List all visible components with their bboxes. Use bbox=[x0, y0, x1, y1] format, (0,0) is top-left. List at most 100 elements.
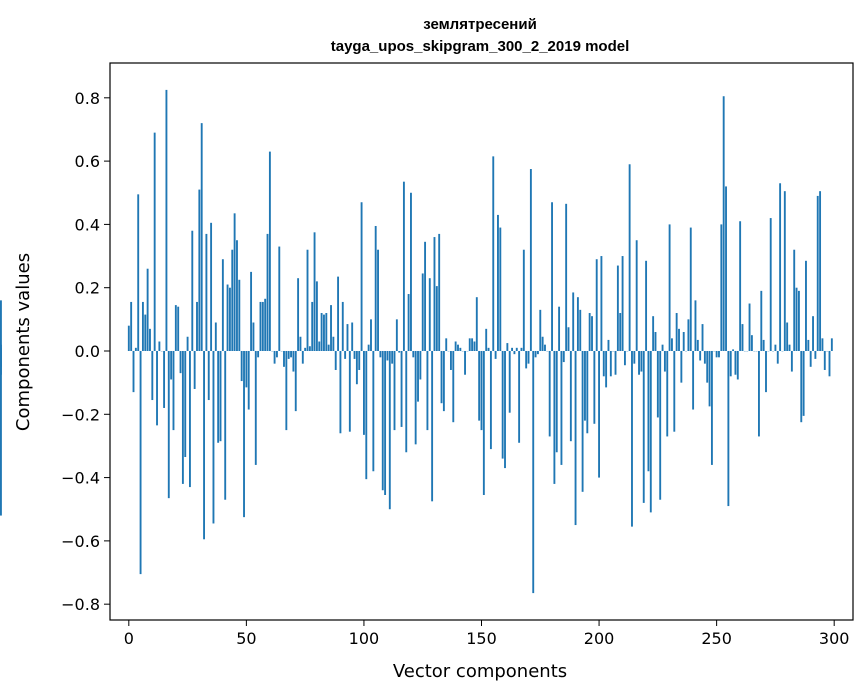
bar-19 bbox=[172, 350, 175, 431]
bar-251 bbox=[718, 350, 720, 358]
bar-293 bbox=[816, 195, 819, 351]
bar-11 bbox=[153, 132, 156, 351]
bar-285 bbox=[797, 290, 800, 351]
bar-17 bbox=[167, 350, 170, 499]
bar-58 bbox=[264, 298, 267, 351]
bar-102 bbox=[367, 344, 370, 351]
bar-187 bbox=[567, 327, 570, 351]
bar-29 bbox=[196, 301, 198, 351]
bar-257 bbox=[732, 349, 735, 351]
bar-287 bbox=[802, 350, 805, 416]
bar-199 bbox=[595, 259, 598, 351]
bar-213 bbox=[628, 164, 631, 351]
bar-20 bbox=[174, 305, 177, 351]
bar-112 bbox=[391, 350, 394, 364]
chart-subtitle: tayga_upos_skipgram_300_2_2019 model bbox=[331, 38, 630, 55]
bar-28 bbox=[193, 350, 196, 389]
bar-283 bbox=[793, 249, 796, 351]
bar-51 bbox=[247, 350, 250, 410]
bar-258 bbox=[734, 350, 737, 375]
bar-183 bbox=[558, 306, 561, 351]
bar-147 bbox=[473, 341, 476, 351]
bar-84 bbox=[325, 313, 328, 351]
bar-167 bbox=[520, 347, 523, 351]
bar-107 bbox=[379, 350, 382, 358]
bar-40 bbox=[221, 259, 224, 351]
bar-244 bbox=[701, 324, 704, 351]
bar-undefined bbox=[0, 300, 2, 351]
bar-114 bbox=[395, 319, 398, 351]
bar-36 bbox=[212, 350, 215, 524]
bar-1 bbox=[130, 301, 133, 351]
bar-117 bbox=[402, 181, 405, 351]
bar-180 bbox=[551, 202, 553, 351]
bar-101 bbox=[365, 350, 368, 480]
bar-35 bbox=[210, 222, 213, 351]
bar-248 bbox=[710, 350, 713, 465]
bar-139 bbox=[454, 341, 457, 351]
bar-18 bbox=[170, 350, 173, 380]
bar-57 bbox=[261, 301, 264, 351]
bar-174 bbox=[536, 350, 539, 355]
bar-155 bbox=[492, 156, 495, 351]
bar-23 bbox=[181, 350, 184, 484]
bar-260 bbox=[739, 221, 742, 351]
bar-218 bbox=[640, 350, 643, 372]
bar-191 bbox=[576, 297, 579, 351]
bar-129 bbox=[431, 350, 434, 502]
bar-121 bbox=[412, 350, 415, 358]
bar-171 bbox=[529, 169, 532, 351]
bar-120 bbox=[410, 192, 412, 351]
bar-164 bbox=[513, 350, 516, 355]
x-tick-label: 250 bbox=[701, 629, 732, 648]
bar-148 bbox=[475, 297, 478, 351]
bar-85 bbox=[327, 344, 330, 351]
bar-165 bbox=[515, 347, 518, 351]
y-tick-label: 0.6 bbox=[75, 152, 100, 171]
bar-27 bbox=[191, 230, 194, 351]
bar-236 bbox=[682, 332, 685, 351]
bar-299 bbox=[830, 338, 833, 351]
bar-45 bbox=[233, 213, 236, 351]
bar-49 bbox=[243, 350, 245, 518]
bar-284 bbox=[795, 287, 798, 351]
bar-241 bbox=[694, 300, 697, 351]
bar-268 bbox=[758, 350, 760, 437]
bar-255 bbox=[727, 350, 730, 507]
bar-217 bbox=[638, 350, 640, 375]
bar-219 bbox=[642, 350, 645, 503]
bar-74 bbox=[301, 350, 304, 364]
bar-83 bbox=[323, 314, 325, 351]
bar-110 bbox=[386, 350, 389, 361]
bar-273 bbox=[769, 218, 772, 351]
y-tick-label: −0.8 bbox=[61, 595, 100, 614]
bar-38 bbox=[217, 350, 220, 443]
bar-182 bbox=[555, 350, 558, 453]
bar-220 bbox=[645, 260, 648, 351]
x-tick-label: 200 bbox=[584, 629, 615, 648]
bar-95 bbox=[351, 322, 354, 351]
bar-197 bbox=[591, 316, 593, 351]
x-axis-label: Vector components bbox=[393, 661, 567, 682]
x-tick-label: 300 bbox=[819, 629, 850, 648]
bar-138 bbox=[452, 350, 455, 423]
bar-242 bbox=[696, 339, 699, 351]
bar-91 bbox=[341, 301, 344, 351]
y-tick-label: 0.0 bbox=[75, 342, 100, 361]
bar-122 bbox=[414, 350, 417, 445]
bar-208 bbox=[616, 265, 619, 351]
bar-158 bbox=[499, 227, 502, 351]
bar-224 bbox=[654, 332, 657, 351]
bar-34 bbox=[207, 350, 210, 401]
bar-207 bbox=[614, 350, 617, 375]
bar-160 bbox=[504, 350, 506, 469]
bar-130 bbox=[433, 237, 436, 351]
bar-33 bbox=[205, 233, 208, 351]
bar-10 bbox=[151, 350, 154, 401]
bar-186 bbox=[565, 203, 568, 351]
bar-216 bbox=[635, 240, 638, 351]
bar-7 bbox=[144, 314, 147, 351]
bar-151 bbox=[482, 350, 485, 495]
bar-168 bbox=[522, 249, 525, 351]
bar-93 bbox=[346, 324, 349, 351]
